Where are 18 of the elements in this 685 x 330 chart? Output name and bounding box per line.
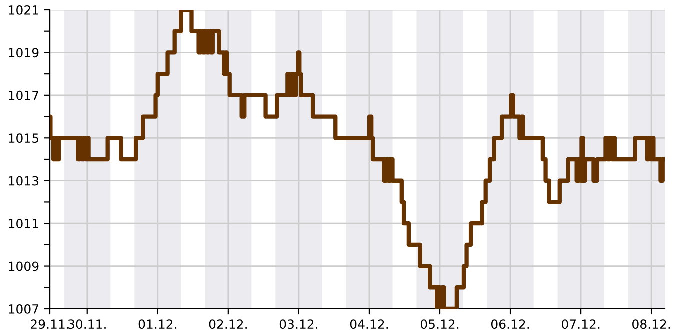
- x-tick-label: 29.11.: [31, 320, 69, 330]
- x-tick-label: 06.12.: [491, 320, 530, 330]
- y-tick-label: 1013: [9, 176, 39, 186]
- x-tick-label: 03.12.: [280, 320, 318, 330]
- y-tick-label: 1015: [9, 134, 38, 144]
- x-tick-label: 07.12.: [562, 320, 600, 330]
- y-tick-label: 1017: [9, 90, 39, 100]
- y-tick-label: 1007: [9, 304, 39, 314]
- x-tick-label: 04.12.: [350, 320, 388, 330]
- y-tick-label: 1019: [9, 48, 39, 58]
- x-tick-label: 02.12.: [209, 320, 247, 330]
- x-tick-label: 30.11.: [68, 320, 106, 330]
- y-tick-label: 1011: [9, 219, 38, 228]
- x-tick-label: 05.12.: [420, 320, 459, 330]
- x-tick-label: 01.12.: [138, 320, 176, 330]
- y-tick-label: 1009: [9, 262, 39, 272]
- x-tick-label: 08.12.: [632, 320, 670, 330]
- y-tick-label: 1021: [9, 5, 38, 15]
